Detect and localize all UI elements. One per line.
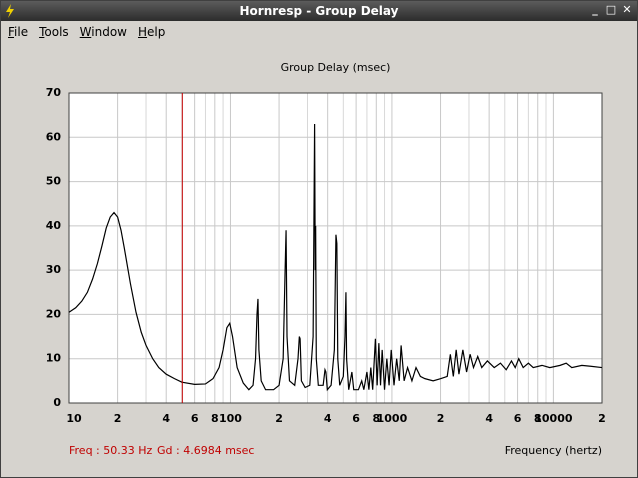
data-line (68, 123, 603, 392)
y-tick-label: 10 (46, 352, 62, 365)
x-tick-label: 6 (514, 412, 522, 425)
y-tick-label: 0 (53, 396, 61, 409)
x-tick-label: 100 (219, 412, 242, 425)
y-tick-label: 30 (46, 263, 62, 276)
chart-title: Group Delay (msec) (281, 61, 391, 74)
x-tick-label: 8 (211, 412, 219, 425)
minimize-button[interactable]: _ (592, 3, 598, 16)
menu-item[interactable]: Tools (39, 25, 69, 39)
plot-border (68, 92, 603, 404)
cursor-frequency: Freq : 50.33 Hz (69, 444, 153, 457)
x-tick-label: 10 (66, 412, 82, 425)
x-tick-label: 8 (372, 412, 380, 425)
menu-bar: File Tools Window Help (1, 21, 637, 43)
x-tick-label: 2 (114, 412, 122, 425)
menu-item[interactable]: File (8, 25, 29, 39)
x-axis-label: Frequency (hertz) (505, 444, 602, 457)
app-icon (6, 4, 14, 18)
x-tick-label: 4 (162, 412, 170, 425)
y-tick-label: 70 (46, 86, 62, 99)
x-tick-label: 2 (437, 412, 445, 425)
title-bar: Hornresp - Group Delay _ □ ✕ (1, 1, 637, 21)
maximize-button[interactable]: □ (605, 3, 617, 16)
cursor-group-delay: Gd : 4.6984 msec (157, 444, 254, 457)
x-tick-label: 6 (352, 412, 360, 425)
x-tick-label: 10000 (534, 412, 573, 425)
x-tick-label: 4 (324, 412, 332, 425)
x-tick-label: 2 (275, 412, 283, 425)
x-tick-label: 1000 (377, 412, 408, 425)
window-title: Hornresp - Group Delay (239, 4, 399, 18)
x-tick-label: 8 (534, 412, 542, 425)
menu-item[interactable]: Help (138, 25, 166, 39)
x-tick-label: 2 (598, 412, 606, 425)
x-tick-label: 6 (191, 412, 199, 425)
y-tick-label: 20 (46, 307, 62, 320)
close-button[interactable]: ✕ (622, 3, 632, 16)
y-tick-label: 60 (46, 130, 62, 143)
y-tick-label: 40 (46, 219, 62, 232)
menu-item[interactable]: Window (79, 25, 127, 39)
x-tick-label: 4 (485, 412, 493, 425)
y-tick-label: 50 (46, 175, 62, 188)
